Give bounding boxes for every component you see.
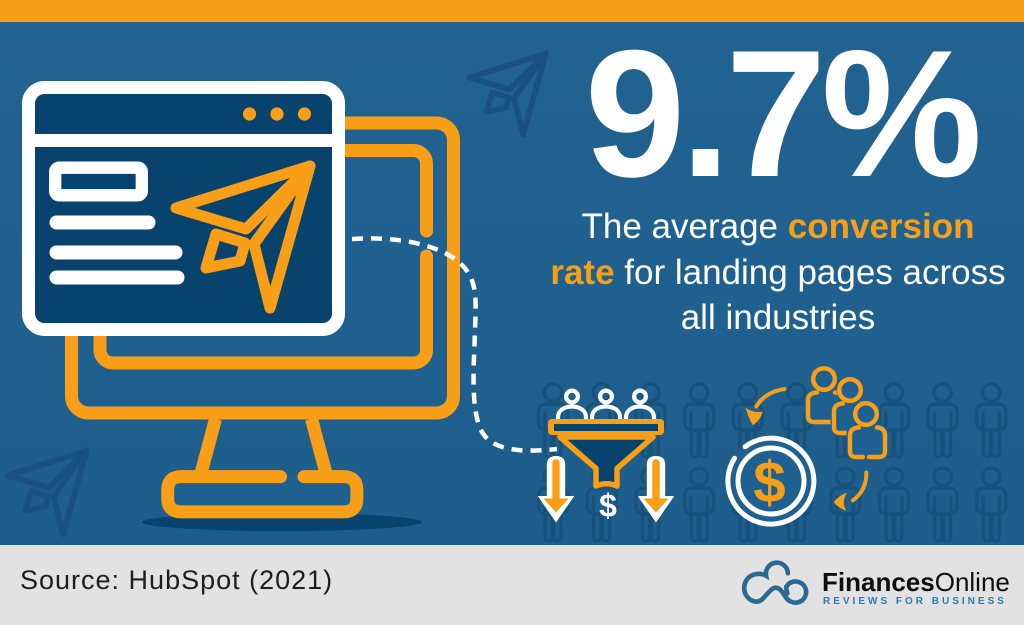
svg-text:$: $ bbox=[753, 450, 785, 515]
svg-text:$: $ bbox=[599, 488, 617, 524]
